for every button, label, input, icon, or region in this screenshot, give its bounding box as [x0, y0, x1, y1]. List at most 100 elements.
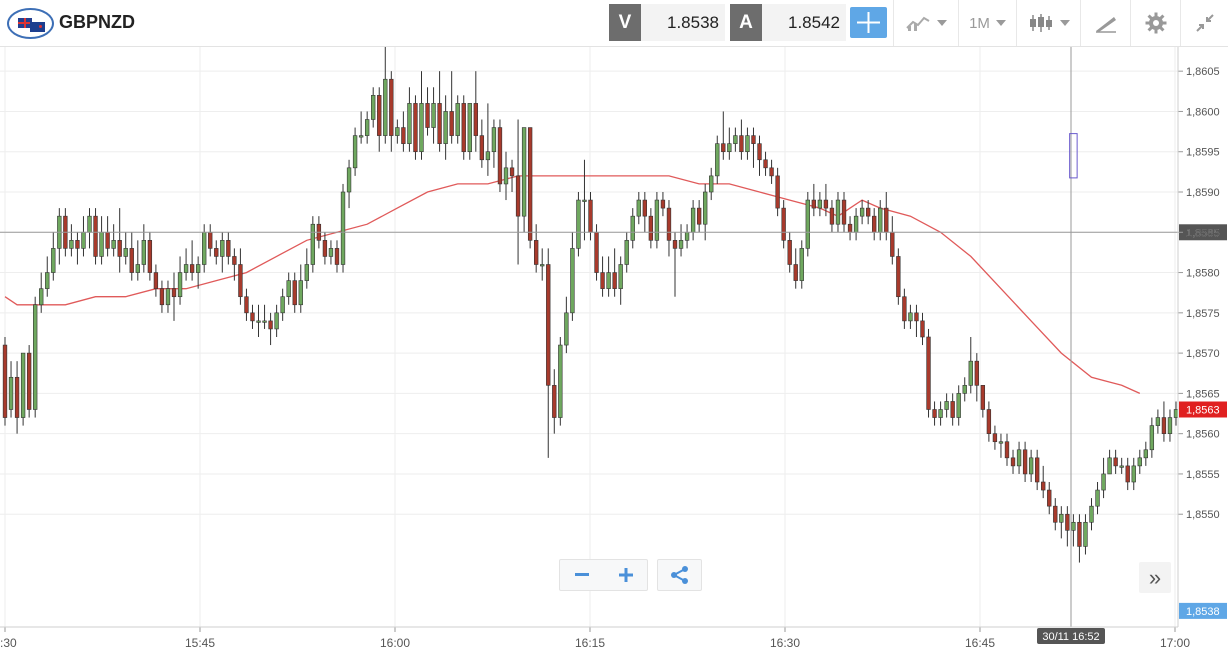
candle-body	[111, 240, 116, 249]
scroll-to-latest-button[interactable]: »	[1139, 562, 1171, 593]
candle-up	[1089, 498, 1094, 531]
candle-down	[244, 288, 249, 321]
candle-up	[835, 192, 841, 233]
collapse-button[interactable]	[1180, 0, 1228, 46]
candle-down	[1010, 449, 1016, 474]
instrument-symbol[interactable]: GBPNZD	[59, 12, 135, 32]
candle-up	[33, 296, 38, 418]
candle-down	[751, 127, 756, 168]
candle-body	[600, 272, 605, 289]
candle-body	[401, 127, 406, 144]
candle-body	[932, 409, 937, 418]
candle-up	[1155, 409, 1161, 434]
candle-body	[1010, 457, 1016, 467]
candle-body	[727, 143, 732, 153]
candle-type-button[interactable]	[1016, 0, 1080, 46]
candle-body	[558, 344, 563, 418]
candle-body	[141, 240, 147, 265]
crosshair-button[interactable]	[850, 7, 887, 38]
candle-down	[992, 425, 998, 450]
candle-body	[896, 256, 901, 298]
zoom-out-button[interactable]	[560, 560, 604, 590]
hovered-candle-highlight	[1069, 133, 1078, 179]
candle-down	[660, 192, 666, 217]
candle-up	[1119, 457, 1124, 474]
timeframe-select[interactable]: 1M	[958, 0, 1016, 46]
candle-body	[1047, 489, 1052, 507]
price-chart[interactable]: 1,8585 1,8563 1,8538 30/11 16:52 1,8605 1,86…	[0, 47, 1228, 657]
candle-body	[1119, 465, 1124, 468]
candle-up	[1071, 514, 1076, 547]
candle-down	[1065, 506, 1070, 547]
candle-body	[709, 175, 714, 193]
candle-body	[576, 199, 581, 249]
y-tick-label: 1,8600	[1186, 106, 1220, 118]
candle-down	[461, 95, 466, 160]
y-tick-label: 1,8595	[1186, 147, 1220, 159]
candle-body	[437, 103, 442, 144]
candle-body	[564, 312, 569, 346]
candle-body	[660, 199, 666, 209]
candle-body	[968, 360, 973, 386]
zoom-in-button[interactable]	[604, 560, 648, 590]
settings-button[interactable]	[1130, 0, 1180, 46]
y-tick-label: 1,8605	[1186, 66, 1220, 78]
candle-down	[527, 127, 533, 249]
candle-body	[431, 103, 436, 128]
candle-body	[926, 336, 931, 410]
candle-body	[938, 409, 943, 418]
gbp-nzd-flag-icon[interactable]	[7, 8, 54, 39]
candle-body	[672, 240, 678, 249]
chart-type-button[interactable]	[893, 0, 958, 46]
candle-down	[896, 248, 901, 305]
share-button[interactable]	[657, 559, 702, 591]
candle-body	[443, 111, 448, 144]
candle-down	[1034, 449, 1040, 491]
candle-body	[232, 256, 237, 265]
candle-body	[799, 248, 804, 281]
candle-up	[262, 304, 267, 329]
candle-body	[666, 207, 672, 241]
candle-up	[968, 337, 973, 394]
candle-down	[238, 248, 243, 305]
candle-body	[1143, 449, 1148, 459]
candle-down	[793, 248, 798, 289]
candle-body	[1095, 489, 1100, 507]
candle-up	[1131, 457, 1136, 491]
candle-up	[618, 256, 623, 305]
candle-body	[781, 207, 786, 241]
candle-body	[703, 191, 708, 225]
candle-down	[763, 151, 768, 176]
candle-up	[443, 95, 448, 160]
candle-body	[51, 248, 56, 273]
candle-down	[1053, 498, 1058, 531]
candle-body	[636, 199, 641, 217]
candle-down	[334, 240, 340, 273]
candle-body	[1065, 513, 1070, 531]
candle-up	[521, 127, 527, 233]
candle-body	[715, 143, 720, 177]
y-tick-label: 1,8550	[1186, 509, 1220, 521]
candle-up	[298, 264, 303, 313]
candle-body	[588, 199, 593, 233]
candle-up	[340, 183, 346, 273]
candle-up	[570, 232, 575, 321]
candle-body	[292, 280, 297, 306]
drawing-tools-button[interactable]	[1080, 0, 1130, 46]
candle-up	[1059, 506, 1064, 539]
zoom-controls	[559, 559, 648, 591]
candle-up	[540, 248, 545, 281]
candle-down	[546, 248, 551, 458]
candle-body	[678, 240, 684, 249]
candle-up	[817, 192, 823, 217]
candle-down	[509, 159, 515, 192]
crosshair-icon	[857, 12, 880, 33]
candle-body	[286, 280, 291, 298]
candle-up	[944, 393, 949, 418]
candle-up	[805, 192, 810, 257]
candle-body	[1089, 505, 1094, 523]
candle-body	[485, 151, 491, 161]
candle-body	[81, 231, 86, 249]
candle-body	[920, 320, 925, 338]
candle-down	[147, 232, 153, 281]
